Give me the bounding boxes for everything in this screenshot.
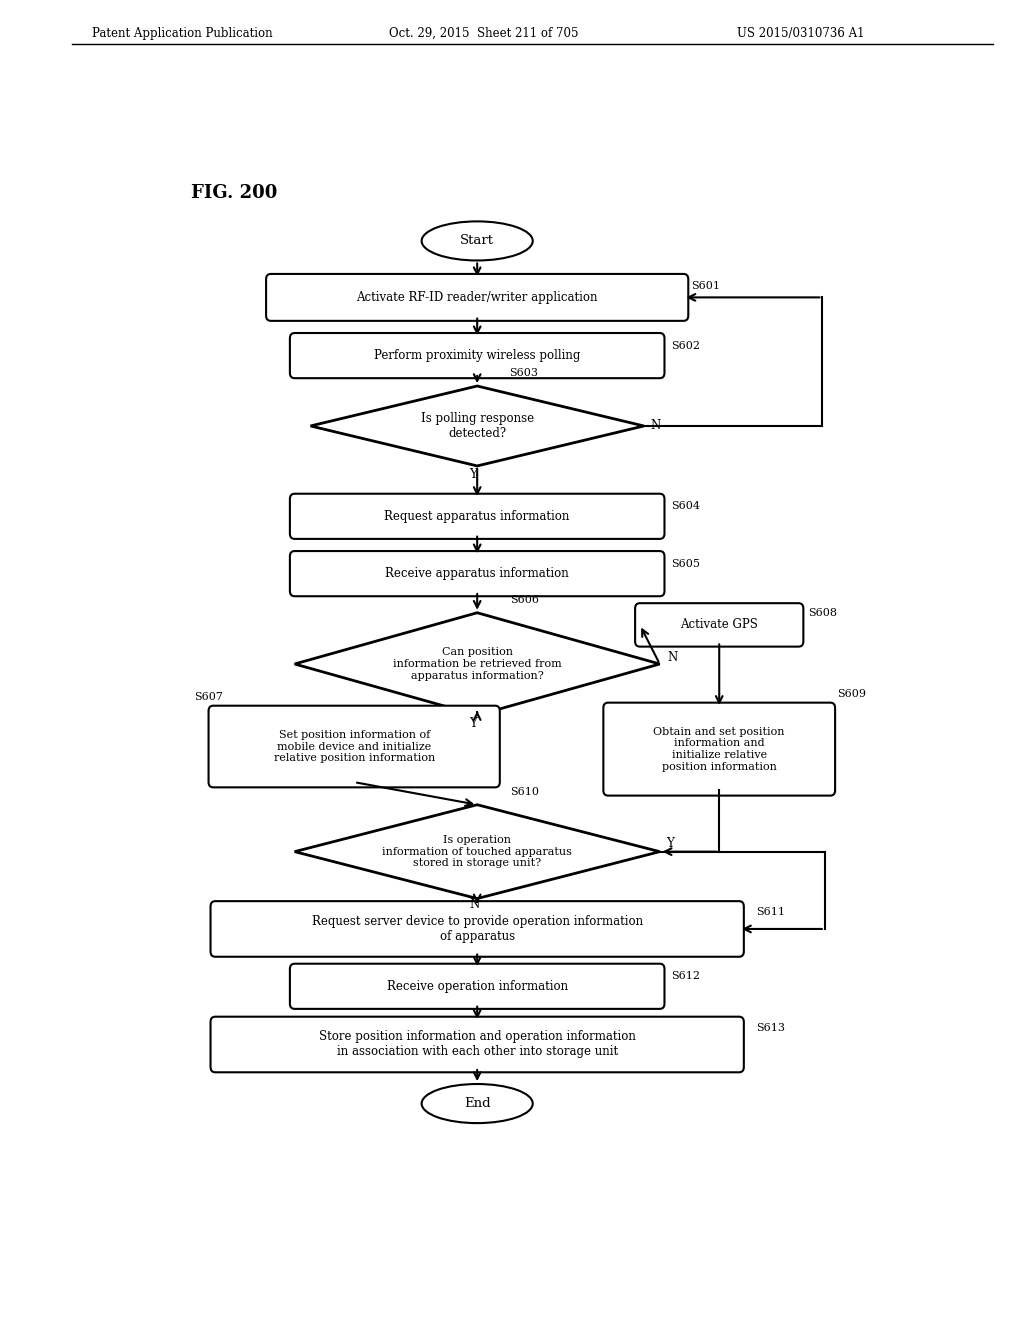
FancyBboxPatch shape — [211, 902, 743, 957]
Text: Activate RF-ID reader/writer application: Activate RF-ID reader/writer application — [356, 290, 598, 304]
Text: S605: S605 — [672, 558, 700, 569]
Text: Perform proximity wireless polling: Perform proximity wireless polling — [374, 348, 581, 362]
Text: Request apparatus information: Request apparatus information — [384, 510, 570, 523]
FancyBboxPatch shape — [211, 1016, 743, 1072]
Text: Oct. 29, 2015  Sheet 211 of 705: Oct. 29, 2015 Sheet 211 of 705 — [389, 26, 579, 40]
Polygon shape — [310, 385, 644, 466]
Text: FIG. 200: FIG. 200 — [191, 185, 278, 202]
Text: S612: S612 — [672, 972, 700, 981]
FancyBboxPatch shape — [266, 275, 688, 321]
Ellipse shape — [422, 222, 532, 260]
Text: Receive apparatus information: Receive apparatus information — [385, 568, 569, 581]
Text: US 2015/0310736 A1: US 2015/0310736 A1 — [737, 26, 865, 40]
Polygon shape — [295, 805, 659, 899]
FancyBboxPatch shape — [290, 333, 665, 379]
FancyBboxPatch shape — [635, 603, 804, 647]
Text: N: N — [650, 418, 660, 432]
Text: Y: Y — [469, 469, 477, 480]
Text: Set position information of
mobile device and initialize
relative position infor: Set position information of mobile devic… — [273, 730, 435, 763]
FancyBboxPatch shape — [290, 964, 665, 1008]
Text: S613: S613 — [757, 1023, 785, 1032]
Text: S603: S603 — [509, 368, 538, 379]
Text: S610: S610 — [511, 787, 540, 797]
Text: N: N — [668, 651, 678, 664]
Ellipse shape — [422, 1084, 532, 1123]
Text: S607: S607 — [194, 693, 223, 702]
Text: S611: S611 — [757, 907, 785, 917]
Text: S601: S601 — [691, 281, 721, 290]
FancyBboxPatch shape — [290, 550, 665, 597]
Text: Obtain and set position
information and
initialize relative
position information: Obtain and set position information and … — [653, 727, 785, 771]
Text: S606: S606 — [511, 595, 540, 605]
Text: End: End — [464, 1097, 490, 1110]
Polygon shape — [295, 612, 659, 715]
FancyBboxPatch shape — [290, 494, 665, 539]
FancyBboxPatch shape — [209, 706, 500, 787]
Text: Is polling response
detected?: Is polling response detected? — [421, 412, 534, 440]
Text: S609: S609 — [837, 689, 865, 700]
Text: Is operation
information of touched apparatus
stored in storage unit?: Is operation information of touched appa… — [382, 836, 572, 869]
Text: Activate GPS: Activate GPS — [680, 618, 758, 631]
Text: Patent Application Publication: Patent Application Publication — [92, 26, 272, 40]
Text: Y: Y — [666, 837, 674, 850]
Text: Y: Y — [469, 717, 477, 730]
Text: S602: S602 — [672, 341, 700, 351]
Text: Store position information and operation information
in association with each ot: Store position information and operation… — [318, 1031, 636, 1059]
Text: S608: S608 — [808, 609, 837, 618]
Text: N: N — [469, 898, 479, 911]
Text: Can position
information be retrieved from
apparatus information?: Can position information be retrieved fr… — [393, 647, 561, 681]
Text: Receive operation information: Receive operation information — [387, 979, 567, 993]
FancyBboxPatch shape — [603, 702, 836, 796]
Text: S604: S604 — [672, 502, 700, 511]
Text: Start: Start — [460, 235, 495, 247]
Text: Request server device to provide operation information
of apparatus: Request server device to provide operati… — [311, 915, 643, 942]
